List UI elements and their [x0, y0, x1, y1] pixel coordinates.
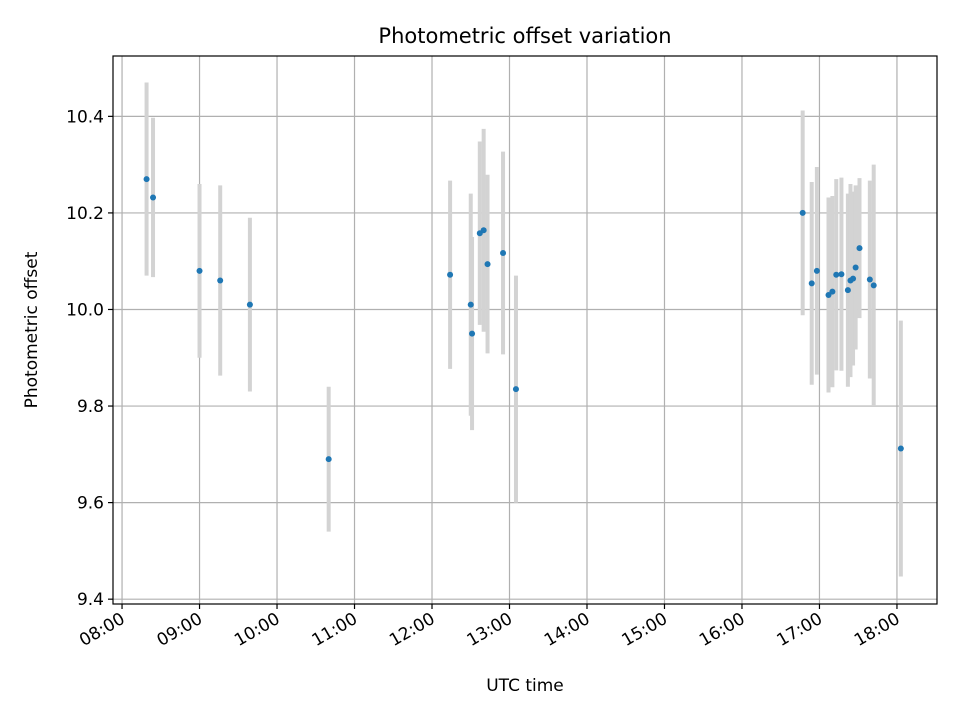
- data-point: [500, 249, 507, 256]
- data-point: [870, 282, 877, 289]
- data-point: [469, 330, 476, 337]
- y-tick-label: 10.2: [66, 204, 104, 224]
- data-point: [217, 277, 224, 284]
- data-point: [512, 386, 519, 393]
- data-point: [799, 209, 806, 216]
- plot-frame: [112, 55, 938, 605]
- data-point: [825, 291, 832, 298]
- data-point: [813, 267, 820, 274]
- chart-title: Photometric offset variation: [378, 24, 671, 48]
- data-point: [808, 280, 815, 287]
- data-point: [447, 271, 454, 278]
- data-point: [143, 176, 150, 183]
- y-axis-ticks: 9.4 9.6 9.8 10.0 10.2 10.4: [66, 107, 113, 610]
- data-point: [844, 287, 851, 294]
- data-point: [897, 445, 904, 452]
- data-points: [143, 176, 904, 463]
- data-point: [833, 271, 840, 278]
- data-point: [829, 288, 836, 295]
- data-point: [480, 227, 487, 234]
- data-point: [150, 194, 157, 201]
- data-point: [246, 301, 253, 308]
- y-tick-label: 10.0: [66, 300, 104, 320]
- data-point: [838, 271, 845, 278]
- y-tick-label: 9.4: [77, 590, 104, 610]
- y-axis-label: Photometric offset: [22, 251, 42, 408]
- y-tick-label: 9.6: [77, 494, 104, 514]
- data-point: [484, 261, 491, 268]
- data-point: [467, 301, 474, 308]
- data-point: [856, 245, 863, 252]
- x-axis-label: UTC time: [486, 676, 564, 696]
- grid-lines: [113, 56, 937, 604]
- data-point: [196, 267, 203, 274]
- y-tick-label: 9.8: [77, 397, 104, 417]
- y-tick-label: 10.4: [66, 107, 104, 127]
- data-point: [325, 456, 332, 463]
- data-point: [852, 264, 859, 271]
- data-point: [850, 275, 857, 282]
- data-point: [866, 276, 873, 283]
